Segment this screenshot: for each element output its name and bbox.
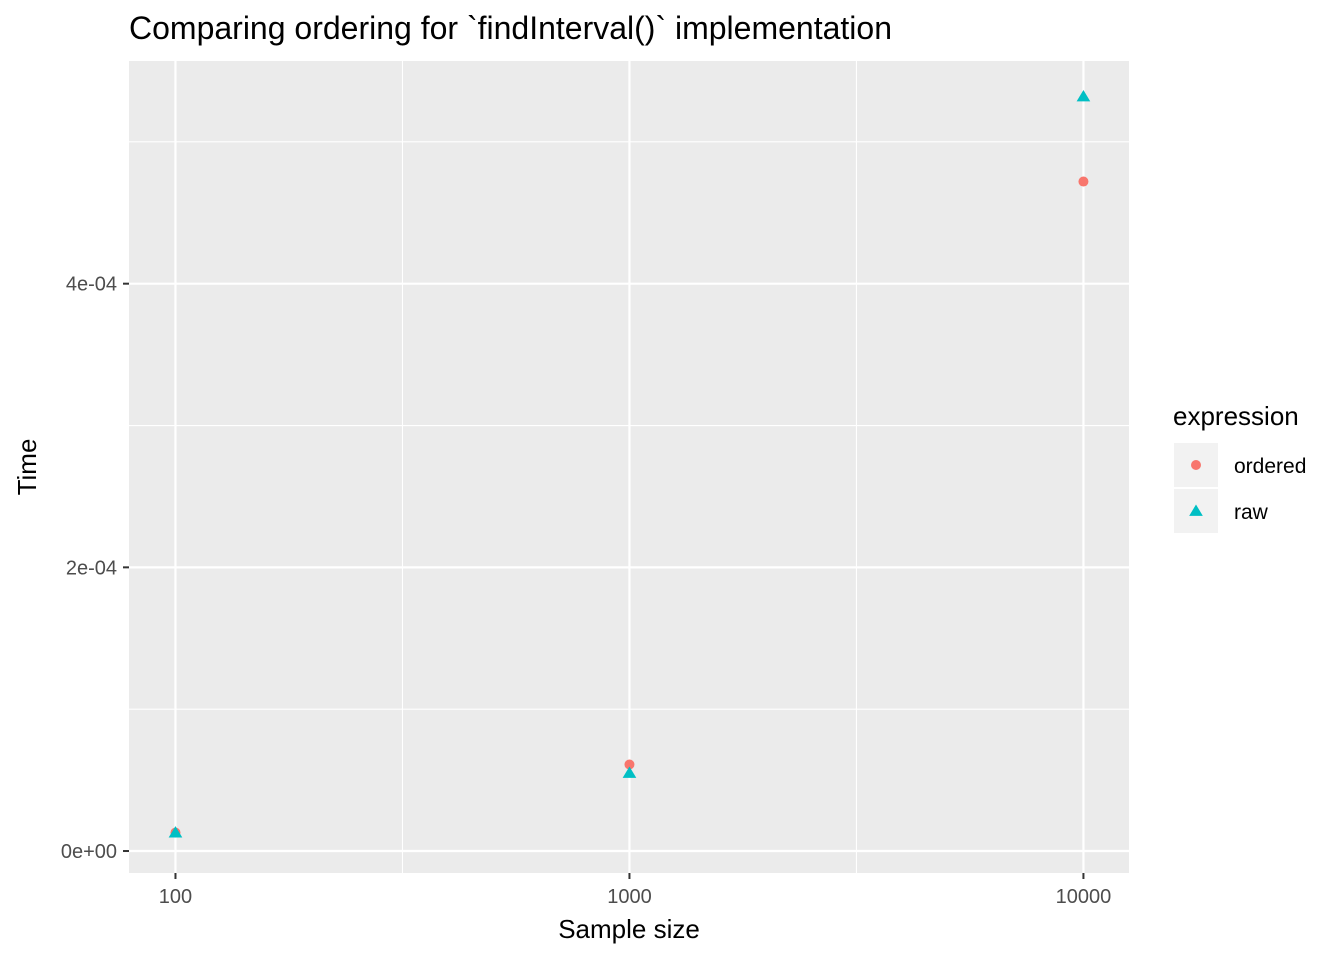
chart-title: Comparing ordering for `findInterval()` …	[129, 10, 892, 46]
major-gridlines	[129, 61, 1129, 873]
legend-label-raw: raw	[1234, 501, 1269, 524]
legend-items: ordered raw	[1174, 443, 1306, 533]
point-ordered	[624, 759, 635, 770]
x-axis: 100 1000 10000	[159, 873, 1111, 908]
x-tick-label: 1000	[607, 886, 652, 908]
y-tick-label: 0e+00	[61, 841, 117, 863]
x-tick-label: 100	[159, 886, 192, 908]
legend-marker-ordered	[1191, 460, 1201, 470]
x-tick-label: 10000	[1056, 886, 1112, 908]
y-tick-label: 2e-04	[66, 557, 117, 579]
point-ordered	[1078, 176, 1089, 187]
y-axis-title: Time	[12, 439, 42, 496]
data-points	[168, 89, 1091, 838]
point-raw	[168, 826, 183, 838]
x-axis-title: Sample size	[558, 914, 700, 944]
y-axis: 0e+00 2e-04 4e-04	[61, 274, 129, 863]
point-raw	[1076, 89, 1091, 102]
point-raw	[622, 766, 637, 778]
legend: expression ordered raw	[1173, 401, 1306, 533]
legend-label-ordered: ordered	[1234, 455, 1306, 478]
legend-marker-raw	[1189, 504, 1203, 516]
y-tick-label: 4e-04	[66, 274, 117, 296]
legend-title: expression	[1173, 401, 1299, 431]
